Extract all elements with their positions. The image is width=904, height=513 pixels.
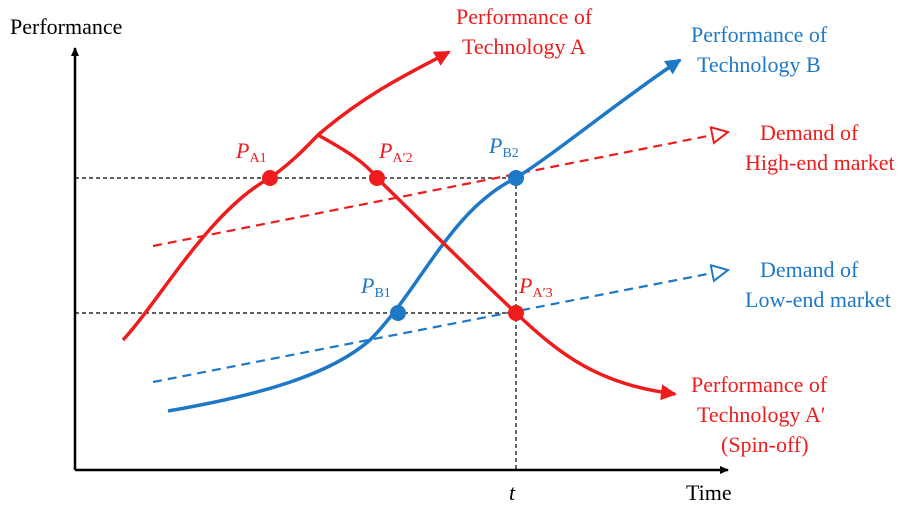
low-end-label-line1: Demand of (760, 257, 859, 282)
point-pb2 (508, 170, 524, 186)
label-pa3: PA′3 (518, 273, 553, 301)
label-pa1: PA1 (235, 138, 267, 166)
tech-a-label-line2: Technology A (462, 34, 586, 59)
spin-off-label-line3: (Spin-off) (721, 432, 809, 457)
spin-off-label-line2: Technology A′ (697, 402, 826, 427)
x-axis-label: Time (686, 480, 732, 505)
point-pa1 (262, 170, 278, 186)
high-end-label-line2: High-end market (745, 150, 895, 175)
low-end-demand-line (152, 270, 728, 384)
t-label: t (509, 480, 516, 505)
technology-b-curve (167, 58, 682, 413)
tech-b-label-line1: Performance of (691, 22, 828, 47)
spin-off-label-line1: Performance of (691, 372, 828, 397)
label-pb1: PB1 (360, 273, 391, 301)
technology-a-curve (121, 50, 451, 342)
tech-a-label-line1: Performance of (456, 4, 593, 29)
point-pb1 (390, 305, 406, 321)
technology-a-prime-curve (317, 133, 677, 401)
point-pa3 (508, 305, 524, 321)
tech-b-label-line2: Technology B (697, 52, 821, 77)
low-end-label-line2: Low-end market (745, 287, 891, 312)
point-pa2 (369, 170, 385, 186)
label-pa2: PA′2 (378, 138, 413, 166)
y-axis-label: Performance (10, 14, 122, 39)
label-pb2: PB2 (488, 133, 519, 161)
high-end-demand-line (152, 132, 728, 248)
high-end-label-line1: Demand of (760, 120, 859, 145)
